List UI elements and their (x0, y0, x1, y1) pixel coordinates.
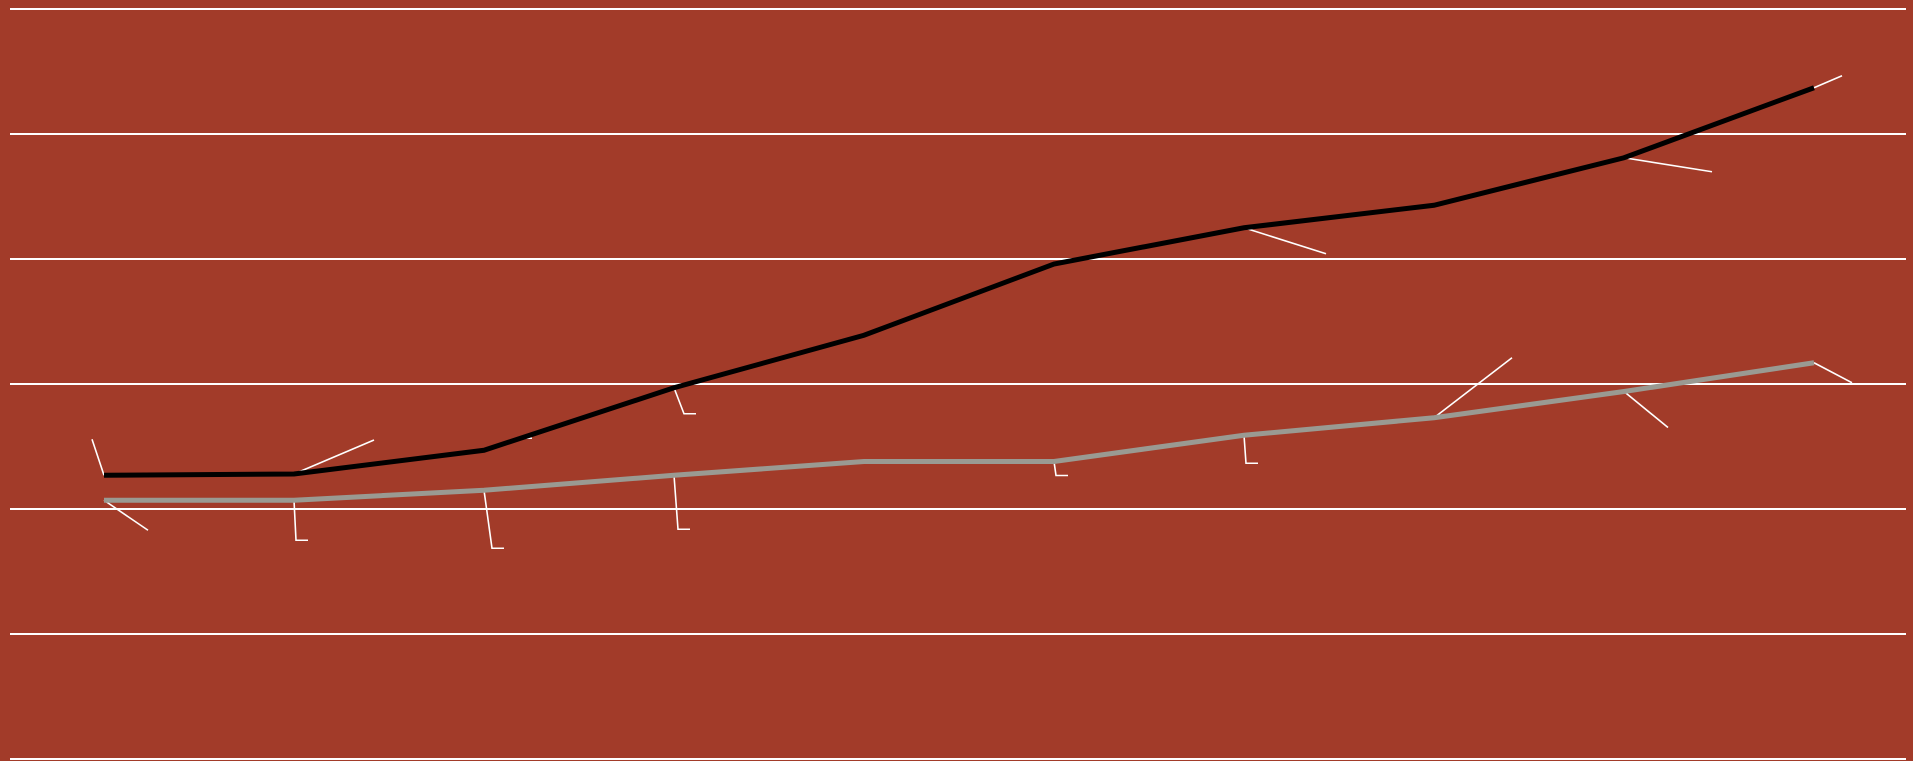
label-leader-line (103, 499, 149, 531)
label-leader-line (293, 500, 308, 542)
label-leader-line (1243, 226, 1327, 255)
label-leader-line (1813, 75, 1843, 89)
label-leader-line (673, 387, 696, 415)
label-leader-line (1813, 362, 1853, 384)
label-leader-line (483, 490, 504, 550)
series-lines (103, 85, 1815, 503)
label-leader-line (673, 475, 690, 531)
label-leader-line (1243, 435, 1258, 465)
label-leader-line (1623, 156, 1713, 173)
label-leader-line (91, 438, 105, 476)
series-line-dark (103, 85, 1815, 478)
label-leader-line (1623, 390, 1669, 429)
label-leader-line (1053, 461, 1068, 477)
gridlines (10, 8, 1906, 760)
label-leader-lines (91, 75, 1853, 550)
label-leader-line (293, 439, 375, 475)
label-leader-line (1433, 357, 1513, 419)
series-line-light (104, 360, 1815, 503)
